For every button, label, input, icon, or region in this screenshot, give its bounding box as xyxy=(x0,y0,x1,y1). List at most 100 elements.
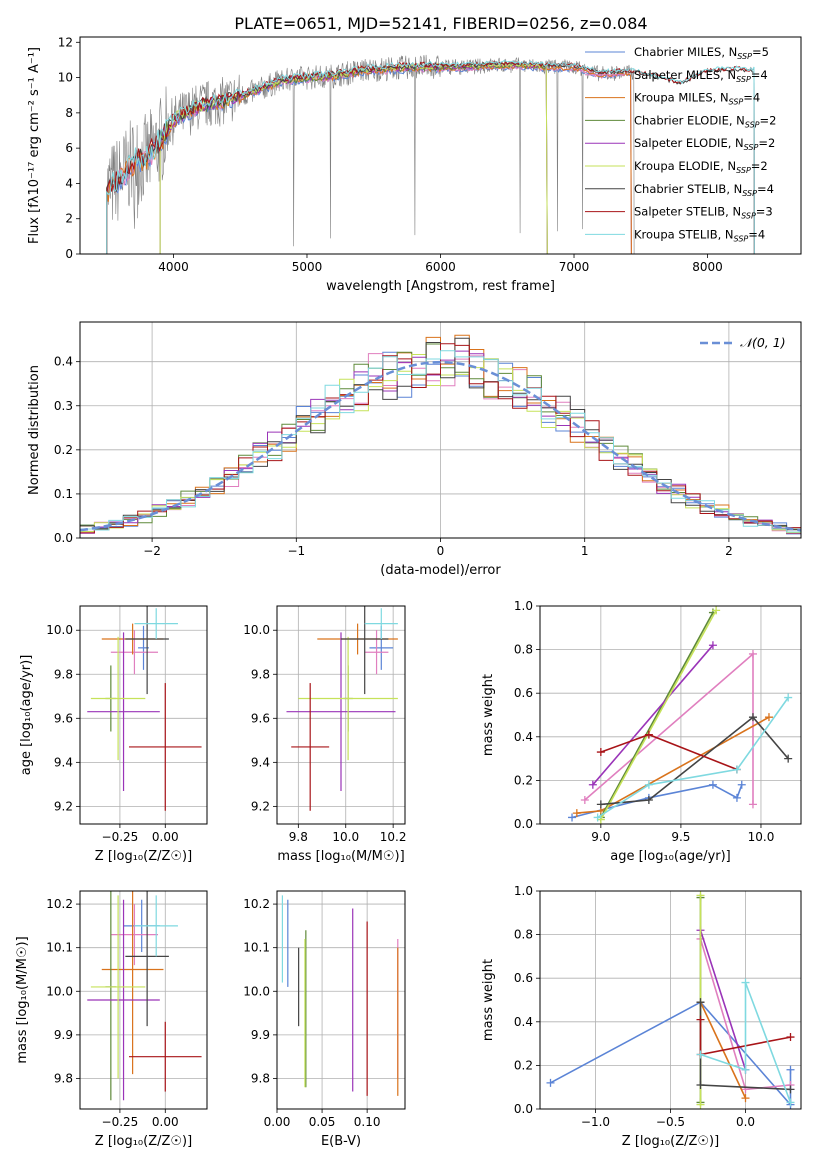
x-tick-label: 9.0 xyxy=(591,830,610,844)
plot-area xyxy=(87,891,202,1101)
y-tick-label: 0 xyxy=(65,247,73,261)
panel-weight-vs-Z: −1.0 −0.5 0.0 0.0 0.2 0.4 0.6 0.8 1.0 Z [log₁₀(Z/… xyxy=(481,884,802,1149)
x-tick-label: 6000 xyxy=(425,260,456,274)
panel-weight-vs-age: 9.0 9.5 10.0 0.0 0.2 0.4 0.6 0.8 1.0 age [log₁₀(a… xyxy=(481,599,802,864)
point-marker xyxy=(696,1050,705,1059)
x-axis-label: (data-model)/error xyxy=(380,563,501,578)
y-tick-label: 0.4 xyxy=(514,730,533,744)
y-tick-label: 9.4 xyxy=(251,755,270,769)
legend-label: 𝒩(0, 1) xyxy=(740,335,786,350)
legend-label: Salpeter MILES, NSSP=4 xyxy=(634,68,768,84)
y-tick-label: 12 xyxy=(58,35,73,49)
errorbar-salpeter-elodie xyxy=(87,899,160,1101)
x-tick-label: 0.05 xyxy=(309,1115,336,1129)
axes-frame xyxy=(79,36,802,255)
model-salpeter-stelib xyxy=(106,60,755,254)
errorbar-salpeter-stelib xyxy=(128,683,202,811)
panel-mass-vs-ebv: 0.00 0.05 0.10 9.8 9.9 10.0 10.1 10.2 E(B-V) xyxy=(243,890,406,1149)
axes-frame xyxy=(79,321,802,539)
panel-residuals: −2 −1 0 1 2 0.0 0.1 0.2 0.3 0.4 (data-model)/error… xyxy=(27,321,802,578)
x-tick-label: 10.0 xyxy=(332,830,359,844)
point-marker xyxy=(644,730,653,739)
plot-area xyxy=(286,606,398,811)
errorbar-kroupa-elodie xyxy=(90,636,146,761)
series-kroupa-miles xyxy=(572,713,773,818)
point-marker xyxy=(588,780,597,789)
series-chabrier-stelib xyxy=(596,713,793,809)
point-marker xyxy=(784,693,793,702)
y-tick-label: 9.9 xyxy=(54,1028,73,1042)
errorbar-kroupa-stelib xyxy=(134,608,178,640)
axes-frame xyxy=(276,890,406,1110)
point-marker xyxy=(741,978,750,987)
x-axis-label: Z [log₁₀(Z/Z☉)] xyxy=(622,1134,719,1149)
point-marker xyxy=(712,606,721,615)
errorbar-salpeter-stelib xyxy=(291,683,330,811)
point-marker xyxy=(708,641,717,650)
plot-area xyxy=(87,606,202,811)
plot-area xyxy=(80,334,801,535)
y-tick-label: 9.8 xyxy=(54,1071,73,1085)
x-tick-label: 9.8 xyxy=(289,830,308,844)
legend-label: Salpeter STELIB, NSSP=3 xyxy=(634,205,773,221)
y-tick-label: 0.0 xyxy=(514,1102,533,1116)
errorbar-kroupa-stelib xyxy=(134,895,178,957)
point-marker xyxy=(596,748,605,757)
panel-age-vs-Z: −0.25 0.00 9.2 9.4 9.6 9.8 10.0 Z [log₁₀(Z/Z☉)]… xyxy=(19,605,208,864)
y-tick-label: 9.2 xyxy=(54,799,73,813)
plot-area xyxy=(281,895,399,1096)
model-kroupa-stelib xyxy=(106,60,755,254)
point-marker xyxy=(741,1065,750,1074)
legend-label: Kroupa ELODIE, NSSP=2 xyxy=(634,159,768,175)
point-marker xyxy=(696,998,705,1007)
series-line xyxy=(600,610,717,820)
series-salpeter-elodie xyxy=(588,641,717,789)
x-tick-label: 10.2 xyxy=(380,830,407,844)
y-tick-label: 9.8 xyxy=(54,667,73,681)
x-tick-label: 8000 xyxy=(692,260,723,274)
errorbar-kroupa-stelib xyxy=(364,608,398,640)
point-marker xyxy=(696,891,705,900)
x-tick-label: −0.25 xyxy=(102,830,139,844)
x-tick-label: 0.10 xyxy=(354,1115,381,1129)
point-marker xyxy=(784,754,793,763)
point-marker xyxy=(708,780,717,789)
series-line xyxy=(600,612,714,818)
errorbar-salpeter-miles xyxy=(110,904,159,966)
point-marker xyxy=(786,1085,795,1094)
y-axis-label: mass weight xyxy=(481,674,496,756)
point-marker xyxy=(696,1081,705,1090)
errorbar-chabrier-stelib xyxy=(125,891,169,1027)
y-tick-label: 10.2 xyxy=(46,897,73,911)
y-tick-label: 10.2 xyxy=(243,897,270,911)
x-tick-label: 2 xyxy=(725,544,733,558)
normal-curve xyxy=(80,360,801,532)
model-kroupa-elodie xyxy=(159,61,548,254)
errorbar-chabrier-stelib xyxy=(341,606,389,695)
point-marker xyxy=(546,1078,555,1087)
y-tick-label: 10 xyxy=(58,71,73,85)
axes-frame xyxy=(539,890,802,1110)
series-line xyxy=(597,697,789,819)
y-tick-label: 10.1 xyxy=(46,941,73,955)
y-tick-label: 0.8 xyxy=(514,928,533,942)
axes-frame xyxy=(79,605,208,825)
point-marker xyxy=(644,796,653,805)
y-tick-label: 9.6 xyxy=(54,711,73,725)
y-axis-label: Normed distribution xyxy=(27,365,42,495)
axes-frame xyxy=(276,605,406,825)
y-tick-label: 0.6 xyxy=(514,686,533,700)
x-axis-label: Z [log₁₀(Z/Z☉)] xyxy=(95,849,192,864)
y-tick-label: 10.1 xyxy=(243,941,270,955)
histogram-kroupa-stelib xyxy=(80,350,801,533)
model-salpeter-miles xyxy=(106,64,632,254)
panel-spectrum: 4000 5000 6000 7000 8000 0 2 4 6 8 10 12 wavelength … xyxy=(27,35,802,294)
data-spectrum xyxy=(106,54,635,254)
series-line xyxy=(592,644,714,786)
point-marker xyxy=(732,793,741,802)
point-marker xyxy=(572,809,581,818)
point-marker xyxy=(748,800,757,809)
point-marker xyxy=(786,1098,795,1107)
legend-label: Kroupa STELIB, NSSP=4 xyxy=(634,227,765,243)
y-tick-label: 0.3 xyxy=(54,399,73,413)
